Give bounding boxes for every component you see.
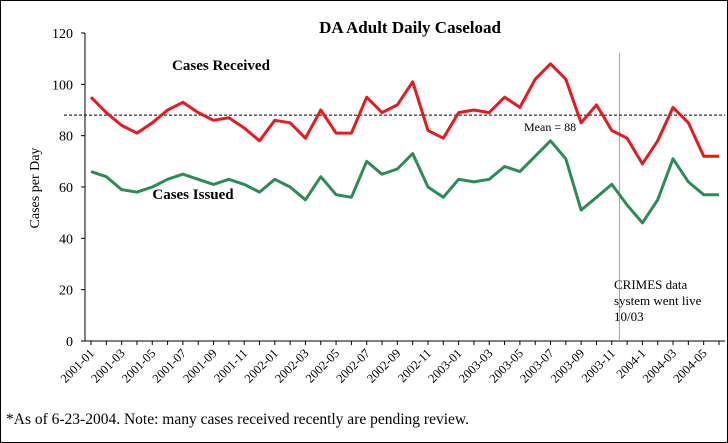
y-tick-label: 0 [66,335,73,350]
y-axis-label: Cases per Day [28,148,43,229]
series-lines [89,62,719,225]
y-tick-label: 60 [59,181,73,196]
mean-line-label: Mean = 88 [524,120,576,134]
annotation-text: CRIMES data system went live 10/03 [614,277,702,324]
series-line-cases-issued [90,139,719,225]
series-label-cases-received: Cases Received [172,58,271,74]
y-tick-label: 120 [52,27,73,42]
annotation-line-1: CRIMES data [614,277,688,292]
y-tick-label: 100 [52,78,73,93]
chart-title: DA Adult Daily Caseload [319,18,501,37]
annotation-line-2: system went live [614,293,702,308]
y-tick-label: 40 [59,232,73,247]
annotation-line-3: 10/03 [614,309,644,324]
series-line-cases-received [89,62,719,166]
y-tick-label: 20 [59,284,73,299]
series-label-cases-issued: Cases Issued [152,187,234,203]
y-tick-label: 80 [59,130,73,145]
footnote: *As of 6-23-2004. Note: many cases recei… [6,411,469,428]
y-axis-ticks: 0 20 40 60 80 100 120 [52,27,85,350]
